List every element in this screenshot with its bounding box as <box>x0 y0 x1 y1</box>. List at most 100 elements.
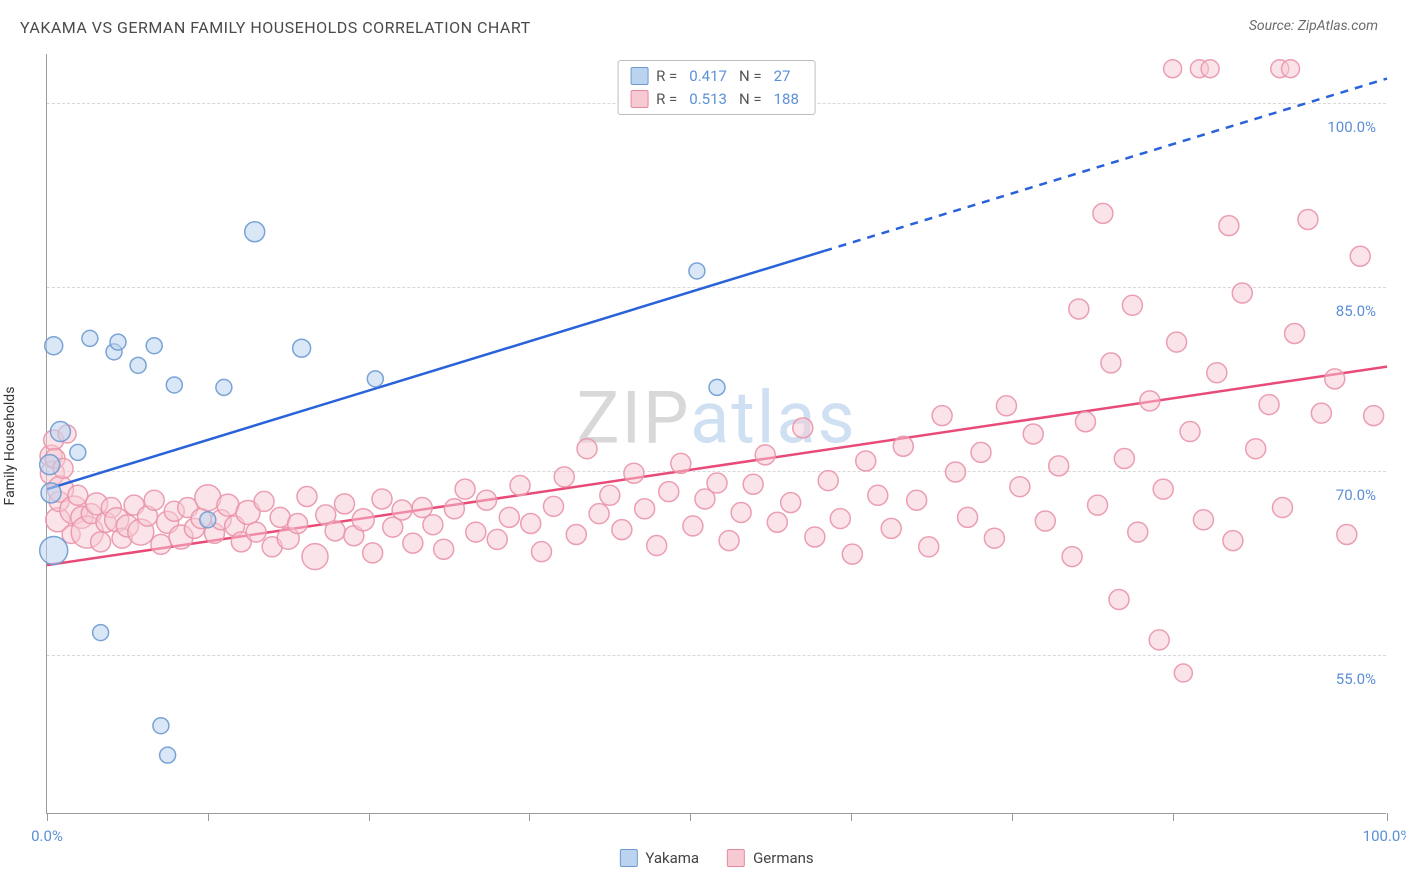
data-point <box>153 718 169 734</box>
data-point <box>635 499 655 519</box>
data-point <box>510 475 530 495</box>
swatch-yakama <box>619 849 637 867</box>
r-value-yakama: 0.417 <box>689 65 727 88</box>
legend-label-yakama: Yakama <box>645 849 699 867</box>
data-point <box>919 537 939 557</box>
data-point <box>881 518 901 538</box>
data-point <box>144 490 164 510</box>
data-point <box>68 485 88 505</box>
data-point <box>624 463 644 483</box>
data-point <box>1282 60 1300 78</box>
source-name: ZipAtlas.com <box>1298 18 1378 34</box>
chart-title: YAKAMA VS GERMAN FAMILY HOUSEHOLDS CORRE… <box>20 18 531 37</box>
data-point <box>325 521 345 541</box>
source-attribution: Source: ZipAtlas.com <box>1249 18 1378 34</box>
legend-row-yakama: R = 0.417 N = 27 <box>630 65 803 88</box>
data-point <box>842 544 862 564</box>
r-label: R = <box>656 65 677 88</box>
data-point <box>245 222 265 242</box>
swatch-yakama <box>630 67 648 85</box>
data-point <box>1311 403 1331 423</box>
data-point <box>160 747 176 763</box>
data-point <box>151 534 171 554</box>
data-point <box>1232 283 1252 303</box>
source-label: Source: <box>1249 18 1294 34</box>
legend-label-germans: Germans <box>753 849 814 867</box>
data-point <box>1219 216 1239 236</box>
data-point <box>477 490 497 510</box>
data-point <box>82 330 98 346</box>
data-point <box>1149 630 1169 650</box>
x-tick <box>47 813 48 821</box>
x-tick <box>529 813 530 821</box>
data-point <box>50 422 70 442</box>
x-tick <box>1173 813 1174 821</box>
data-point <box>1350 246 1370 266</box>
n-value-germans: 188 <box>774 88 799 111</box>
data-point <box>1272 498 1292 518</box>
n-value-yakama: 27 <box>774 65 791 88</box>
data-point <box>659 482 679 502</box>
data-point <box>1049 456 1069 476</box>
data-point <box>683 516 703 536</box>
data-point <box>412 498 432 518</box>
data-point <box>45 337 63 355</box>
data-point <box>907 490 927 510</box>
data-point <box>487 529 507 549</box>
data-point <box>671 453 691 473</box>
data-point <box>1223 531 1243 551</box>
data-point <box>1364 406 1384 426</box>
r-label: R = <box>656 88 677 111</box>
correlation-legend: R = 0.417 N = 27 R = 0.513 N = 188 <box>617 60 816 115</box>
data-point <box>984 528 1004 548</box>
data-point <box>544 496 564 516</box>
data-point <box>455 479 475 499</box>
data-point <box>367 371 383 387</box>
trend-line-yakama <box>47 251 824 489</box>
n-label: N = <box>739 88 762 111</box>
data-point <box>1093 203 1113 223</box>
x-tick-label: 0.0% <box>31 827 63 845</box>
data-point <box>707 473 727 493</box>
data-point <box>612 520 632 540</box>
data-point <box>1337 525 1357 545</box>
data-point <box>93 625 109 641</box>
data-point <box>805 527 825 547</box>
data-point <box>254 491 274 511</box>
data-point <box>288 513 308 533</box>
data-point <box>755 445 775 465</box>
data-point <box>40 455 60 475</box>
data-point <box>554 467 574 487</box>
data-point <box>1193 510 1213 530</box>
data-point <box>647 536 667 556</box>
swatch-germans <box>727 849 745 867</box>
data-point <box>946 462 966 482</box>
n-label: N = <box>739 65 762 88</box>
data-point <box>767 512 787 532</box>
legend-item-germans: Germans <box>727 849 814 867</box>
data-point <box>689 263 705 279</box>
data-point <box>166 377 182 393</box>
data-point <box>1076 412 1096 432</box>
data-point <box>40 536 68 564</box>
data-point <box>589 504 609 524</box>
x-tick <box>208 813 209 821</box>
data-point <box>1285 323 1305 343</box>
data-point <box>1207 363 1227 383</box>
data-point <box>1088 495 1108 515</box>
data-point <box>531 542 551 562</box>
data-point <box>1180 422 1200 442</box>
data-point <box>743 474 763 494</box>
data-point <box>297 487 317 507</box>
data-point <box>146 338 162 354</box>
r-value-germans: 0.513 <box>689 88 727 111</box>
data-point <box>352 509 374 531</box>
data-point <box>363 543 383 563</box>
swatch-germans <box>630 90 648 108</box>
data-point <box>1298 209 1318 229</box>
data-point <box>466 522 486 542</box>
data-point <box>334 494 354 514</box>
data-point <box>1140 391 1160 411</box>
data-point <box>996 396 1016 416</box>
x-tick <box>1012 813 1013 821</box>
